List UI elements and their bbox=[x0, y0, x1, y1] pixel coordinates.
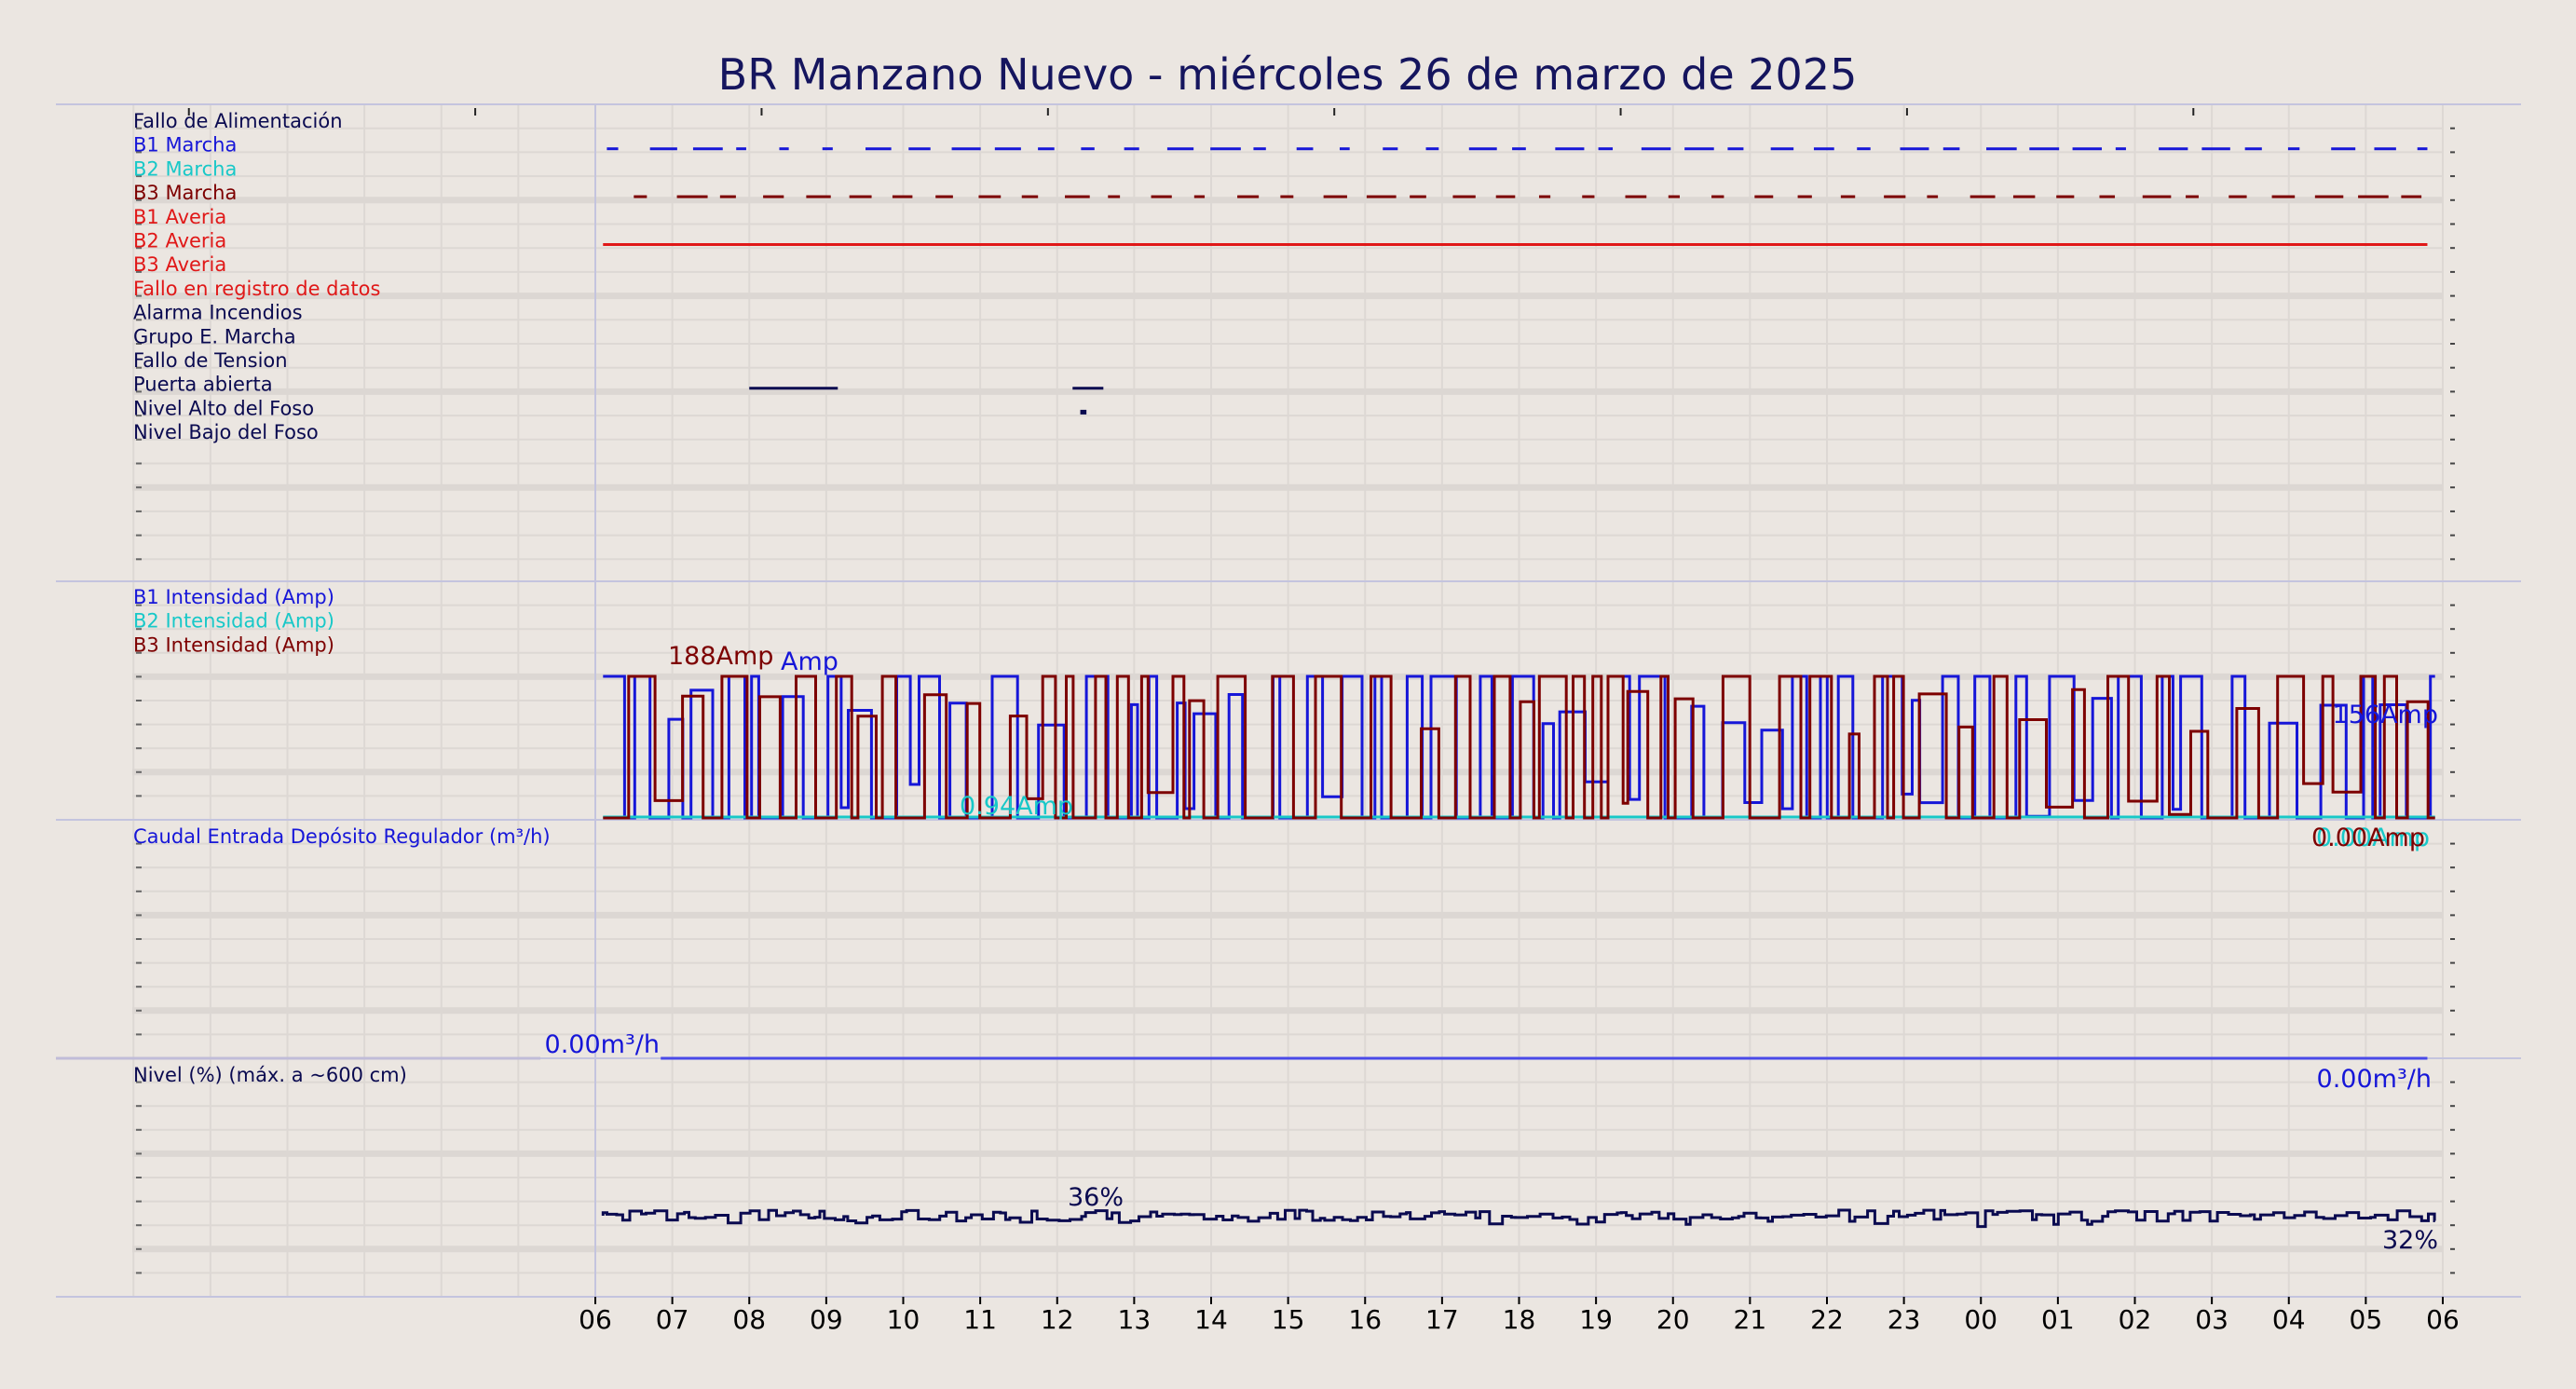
state-label: Fallo de Alimentación bbox=[133, 110, 343, 132]
x-tick-label: 19 bbox=[1579, 1304, 1613, 1335]
x-tick-label: 15 bbox=[1272, 1304, 1305, 1335]
current-annotation: Amp bbox=[781, 647, 838, 676]
x-tick-label: 05 bbox=[2350, 1304, 2383, 1335]
x-tick-label: 23 bbox=[1888, 1304, 1921, 1335]
current-label: B1 Intensidad (Amp) bbox=[133, 586, 334, 608]
flow-annotation: 0.00m³/h bbox=[545, 1030, 660, 1059]
current-annotation: 0.00Amp bbox=[2316, 824, 2430, 852]
current-annotation: 188Amp bbox=[668, 642, 773, 671]
state-label: B3 Marcha bbox=[133, 182, 237, 204]
x-tick-label: 12 bbox=[1041, 1304, 1074, 1335]
x-tick-label: 06 bbox=[2426, 1304, 2460, 1335]
chart-title: BR Manzano Nuevo - miércoles 26 de marzo… bbox=[718, 49, 1858, 100]
x-tick-label: 22 bbox=[1810, 1304, 1844, 1335]
current-label: B2 Intensidad (Amp) bbox=[133, 610, 334, 633]
x-tick-label: 03 bbox=[2195, 1304, 2228, 1335]
state-label: Grupo E. Marcha bbox=[133, 325, 296, 347]
x-tick-label: 16 bbox=[1348, 1304, 1382, 1335]
grid bbox=[132, 104, 2455, 1297]
state-label: Fallo en registro de datos bbox=[133, 278, 380, 300]
x-tick-label: 13 bbox=[1118, 1304, 1152, 1335]
level-annotation: 36% bbox=[1068, 1183, 1124, 1212]
level-line bbox=[601, 1208, 2436, 1229]
b3-current-line bbox=[603, 674, 2435, 820]
current-label: B3 Intensidad (Amp) bbox=[133, 633, 334, 656]
state-label: B1 Marcha bbox=[133, 134, 237, 157]
x-tick-label: 07 bbox=[656, 1304, 689, 1335]
level-label: Nivel (%) (máx. a ~600 cm) bbox=[133, 1064, 407, 1086]
x-tick-label: 17 bbox=[1425, 1304, 1459, 1335]
current-annotation: 0.94Amp bbox=[960, 792, 1073, 821]
data-marks bbox=[56, 147, 2436, 1229]
x-tick-label: 00 bbox=[1964, 1304, 1997, 1335]
x-tick-label: 14 bbox=[1194, 1304, 1228, 1335]
x-tick-label: 10 bbox=[887, 1304, 920, 1335]
state-label: Nivel Bajo del Foso bbox=[133, 421, 319, 443]
x-tick-label: 11 bbox=[963, 1304, 997, 1335]
flow-label: Caudal Entrada Depósito Regulador (m³/h) bbox=[133, 825, 551, 848]
state-label: B2 Marcha bbox=[133, 157, 237, 180]
state-label: Fallo de Tension bbox=[133, 349, 288, 372]
x-tick-label: 06 bbox=[579, 1304, 612, 1335]
x-tick-label: 20 bbox=[1656, 1304, 1690, 1335]
state-label: Alarma Incendios bbox=[133, 302, 303, 324]
x-tick-label: 09 bbox=[810, 1304, 843, 1335]
state-label: B2 Averia bbox=[133, 230, 226, 252]
state-label: Nivel Alto del Foso bbox=[133, 397, 314, 419]
flow-annotation: 0.00m³/h bbox=[2317, 1065, 2432, 1094]
x-axis: 06 07 08 09 10 11 12 13 14 15 16 17 18 19 20 21 22 23 00 01… bbox=[579, 1297, 2460, 1335]
x-tick-label: 08 bbox=[732, 1304, 766, 1335]
x-tick-label: 01 bbox=[2041, 1304, 2075, 1335]
state-label: Puerta abierta bbox=[133, 374, 273, 396]
current-annotation: 0.00Amp bbox=[2311, 824, 2425, 852]
x-tick-label: 21 bbox=[1734, 1304, 1767, 1335]
state-label: B3 Averia bbox=[133, 253, 226, 276]
state-label: B1 Averia bbox=[133, 206, 226, 228]
x-tick-label: 04 bbox=[2272, 1304, 2306, 1335]
x-tick-label: 18 bbox=[1503, 1304, 1536, 1335]
level-annotation: 32% bbox=[2382, 1226, 2438, 1255]
current-annotation: 156Amp bbox=[2333, 701, 2438, 729]
x-tick-label: 02 bbox=[2119, 1304, 2152, 1335]
